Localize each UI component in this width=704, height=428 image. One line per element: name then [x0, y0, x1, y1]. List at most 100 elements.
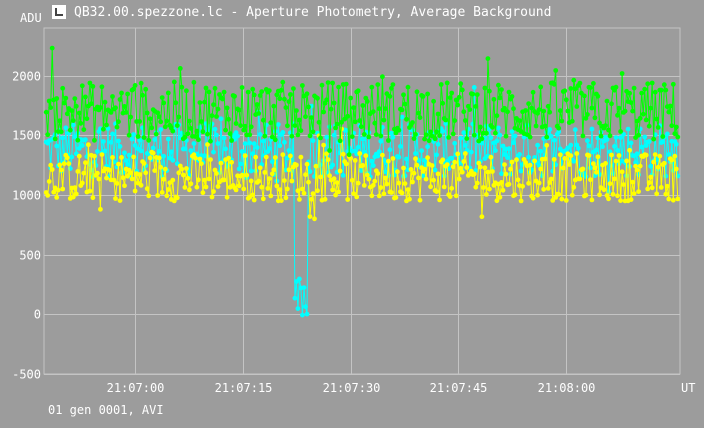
data-point: [538, 166, 544, 172]
data-point: [73, 191, 79, 197]
data-point: [416, 175, 421, 181]
data-point: [208, 138, 213, 144]
data-point: [649, 185, 655, 191]
data-point: [144, 151, 150, 156]
data-point: [582, 93, 587, 99]
data-point: [420, 173, 426, 179]
data-point: [191, 79, 197, 85]
data-point: [260, 117, 266, 123]
data-point: [497, 194, 503, 200]
data-point: [661, 82, 667, 88]
data-point: [434, 152, 439, 158]
data-point: [380, 152, 385, 158]
data-point: [340, 151, 346, 157]
data-point: [263, 154, 269, 160]
data-point: [241, 127, 247, 133]
data-point: [248, 124, 254, 130]
data-point: [477, 164, 483, 170]
data-point: [250, 151, 256, 157]
data-point: [588, 177, 593, 183]
data-point: [242, 153, 248, 159]
data-point: [422, 166, 427, 172]
data-point: [224, 105, 230, 111]
data-point: [108, 110, 114, 115]
data-point: [429, 163, 435, 168]
y-axis-label: ADU: [20, 11, 42, 25]
data-point: [597, 120, 602, 126]
data-point: [487, 88, 492, 94]
data-point: [404, 116, 409, 122]
data-point: [420, 94, 426, 99]
y-tick-label: 1000: [12, 189, 41, 203]
data-point: [595, 93, 601, 99]
data-point: [78, 120, 84, 126]
data-point: [135, 134, 141, 139]
data-point: [343, 127, 349, 133]
data-point: [526, 154, 531, 160]
data-point: [334, 121, 340, 127]
data-point: [280, 152, 286, 158]
data-point: [606, 127, 611, 133]
data-point: [594, 147, 599, 153]
data-point: [547, 109, 553, 115]
data-point: [268, 120, 274, 126]
chart-app-icon[interactable]: [52, 5, 66, 19]
data-point: [357, 118, 363, 123]
data-point: [274, 92, 280, 98]
data-point: [666, 109, 672, 115]
data-point: [87, 80, 93, 86]
data-point: [303, 172, 308, 178]
data-point: [443, 121, 449, 126]
data-point: [301, 190, 307, 196]
data-point: [90, 195, 96, 201]
data-point: [655, 125, 661, 130]
data-point: [559, 118, 565, 124]
data-point: [294, 162, 299, 168]
data-point: [114, 124, 120, 130]
data-point: [227, 131, 233, 137]
data-point: [369, 158, 375, 164]
data-point: [381, 117, 387, 123]
data-point: [220, 96, 225, 102]
data-point: [233, 187, 239, 193]
data-point: [173, 100, 179, 106]
series-1: [43, 126, 681, 222]
data-point: [125, 162, 130, 167]
data-point: [333, 192, 338, 198]
data-point: [535, 110, 540, 116]
data-point: [309, 196, 314, 202]
series-2: [43, 45, 681, 158]
data-point: [440, 100, 446, 106]
data-point: [327, 148, 332, 153]
data-point: [613, 84, 619, 90]
data-point: [73, 103, 79, 109]
data-point: [509, 129, 515, 135]
data-point: [117, 198, 123, 204]
data-point: [221, 89, 227, 95]
data-point: [310, 191, 316, 197]
data-point: [185, 175, 191, 181]
data-point: [331, 100, 337, 106]
data-point: [236, 183, 242, 189]
data-point: [158, 119, 164, 125]
data-point: [494, 198, 500, 204]
data-point: [57, 118, 63, 124]
data-point: [155, 193, 161, 198]
data-point: [422, 136, 427, 142]
data-point: [503, 133, 509, 139]
data-point: [393, 195, 399, 201]
data-point: [462, 151, 468, 156]
data-point: [185, 131, 191, 137]
data-point: [76, 153, 82, 159]
data-point: [506, 181, 512, 187]
data-point: [345, 197, 351, 202]
data-point: [262, 170, 268, 175]
data-point: [666, 196, 672, 202]
data-point: [556, 125, 562, 131]
data-point: [636, 189, 641, 195]
data-point: [505, 155, 510, 161]
data-point: [131, 154, 137, 160]
data-point: [603, 161, 608, 166]
data-point: [484, 130, 489, 136]
data-point: [366, 134, 372, 140]
